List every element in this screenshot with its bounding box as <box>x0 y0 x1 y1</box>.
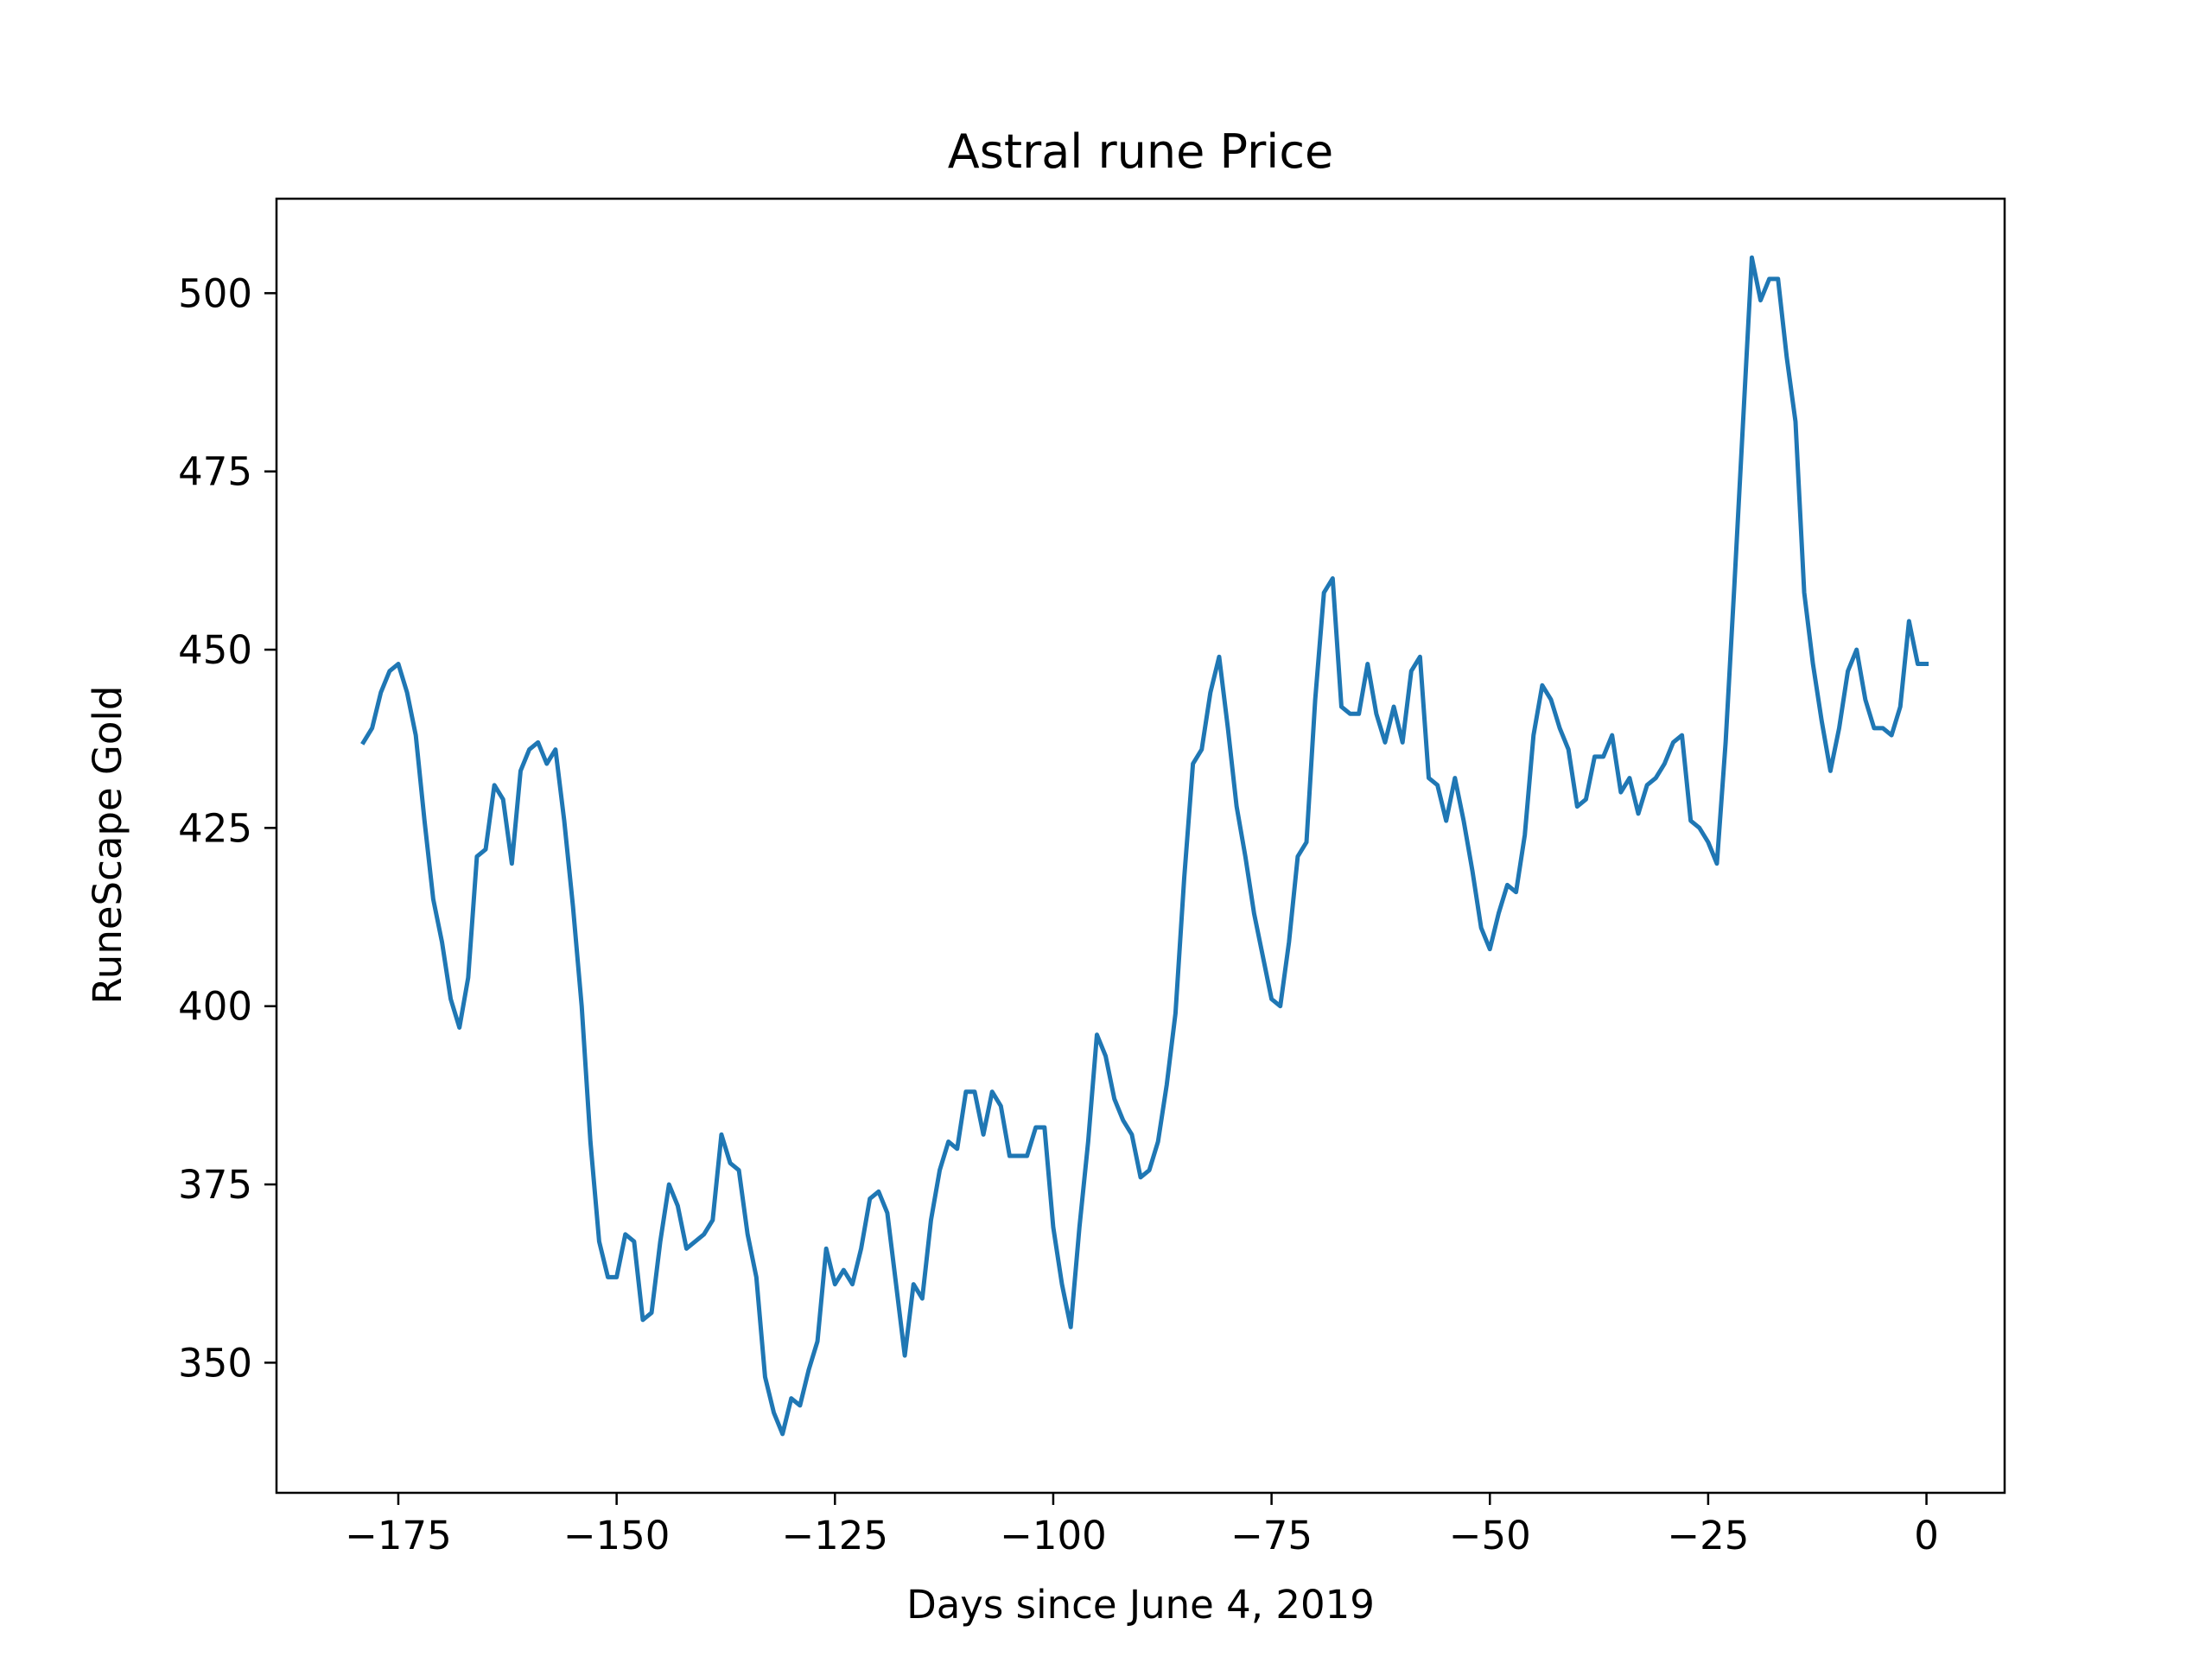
x-axis-label: Days since June 4, 2019 <box>906 1582 1375 1628</box>
y-tick-label: 475 <box>178 449 252 495</box>
x-tick-label: −125 <box>781 1513 888 1558</box>
y-axis: 350 375 400 425 450 475 500 <box>178 270 276 1386</box>
x-tick-label: −75 <box>1230 1513 1313 1558</box>
chart-title: Astral rune Price <box>948 124 1333 179</box>
plot-area <box>275 197 2006 1495</box>
x-tick-label: −50 <box>1449 1513 1531 1558</box>
y-tick-label: 450 <box>178 627 252 673</box>
x-tick-label: −100 <box>1000 1513 1107 1558</box>
axes-frame <box>275 197 2006 1495</box>
series-line-0 <box>360 255 1929 1437</box>
x-tick-label: −175 <box>345 1513 452 1558</box>
y-tick-label: 350 <box>178 1340 252 1386</box>
y-tick-label: 375 <box>178 1162 252 1208</box>
x-tick-label: −25 <box>1667 1513 1749 1558</box>
y-tick-label: 400 <box>178 984 252 1030</box>
y-tick-label: 500 <box>178 270 252 316</box>
x-tick-label: −150 <box>563 1513 671 1558</box>
y-tick-label: 425 <box>178 805 252 851</box>
x-tick-label: 0 <box>1914 1513 1939 1558</box>
y-axis-label: RuneScape Gold <box>85 686 130 1005</box>
x-axis: −175 −150 −125 −100 −75 −50 −25 0 <box>345 1493 1939 1558</box>
